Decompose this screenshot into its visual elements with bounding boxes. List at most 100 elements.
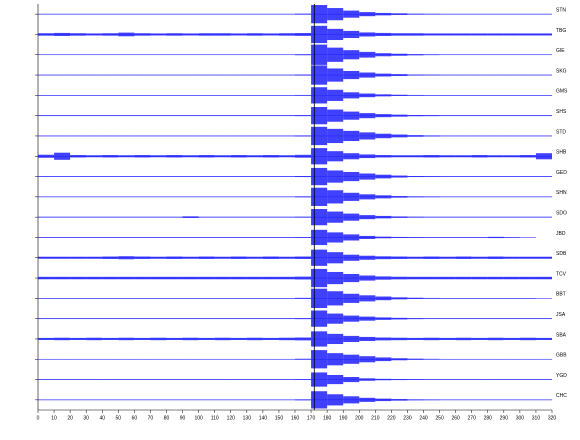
trace-envelope xyxy=(198,74,215,76)
trace-envelope xyxy=(343,293,360,303)
trace-envelope xyxy=(150,298,167,299)
trace-envelope xyxy=(439,95,456,96)
trace-envelope xyxy=(503,399,520,401)
trace-envelope xyxy=(519,237,536,238)
trace-envelope xyxy=(343,192,360,201)
trace-envelope xyxy=(359,356,376,363)
trace-envelope xyxy=(54,95,71,96)
trace-envelope xyxy=(118,74,135,76)
trace-envelope xyxy=(86,135,103,137)
trace-envelope xyxy=(295,297,312,299)
x-tick-label: 300 xyxy=(516,415,525,421)
trace-envelope xyxy=(343,335,360,342)
trace-envelope xyxy=(519,33,536,36)
trace-envelope xyxy=(311,350,328,369)
trace-envelope xyxy=(455,298,472,299)
trace-envelope xyxy=(455,135,472,137)
trace-envelope xyxy=(487,176,504,177)
trace-envelope xyxy=(262,74,279,76)
trace-envelope xyxy=(519,358,536,360)
trace-envelope xyxy=(230,256,247,259)
trace-envelope xyxy=(423,358,440,360)
trace-envelope xyxy=(230,176,247,177)
trace-envelope xyxy=(391,297,408,300)
trace-envelope xyxy=(214,176,231,177)
trace-envelope xyxy=(519,74,536,76)
trace-envelope xyxy=(134,379,151,380)
trace-envelope xyxy=(246,74,263,76)
trace-envelope xyxy=(327,28,344,41)
trace-envelope xyxy=(102,54,119,56)
trace-envelope xyxy=(423,74,440,76)
trace-envelope xyxy=(54,276,71,280)
trace-envelope xyxy=(278,176,295,177)
trace-envelope xyxy=(166,74,183,76)
trace-envelope xyxy=(70,74,87,76)
trace-envelope xyxy=(455,256,472,259)
trace-envelope xyxy=(246,298,263,299)
trace-envelope xyxy=(439,54,456,56)
station-label: SHN xyxy=(556,190,567,196)
trace-envelope xyxy=(391,13,408,15)
trace-envelope xyxy=(70,399,87,401)
trace-envelope xyxy=(198,298,215,299)
trace-envelope xyxy=(246,95,263,96)
trace-envelope xyxy=(455,337,472,341)
trace-envelope xyxy=(311,65,328,85)
trace-envelope xyxy=(359,316,376,321)
trace-envelope xyxy=(150,379,167,380)
trace-envelope xyxy=(503,196,520,198)
trace-envelope xyxy=(70,298,87,299)
trace-envelope xyxy=(118,155,135,158)
trace-envelope xyxy=(327,374,344,385)
trace-envelope xyxy=(214,196,231,198)
trace-envelope xyxy=(246,33,263,36)
trace-envelope xyxy=(439,216,456,218)
trace-envelope xyxy=(118,196,135,198)
trace-envelope xyxy=(38,95,55,96)
trace-envelope xyxy=(439,74,456,76)
trace-envelope xyxy=(86,237,103,238)
x-tick-label: 80 xyxy=(164,415,170,421)
x-tick-label: 190 xyxy=(339,415,348,421)
trace-envelope xyxy=(327,313,344,324)
trace-envelope xyxy=(150,33,167,36)
trace-envelope xyxy=(407,297,424,299)
trace-envelope xyxy=(375,73,392,77)
station-label: STN xyxy=(556,7,566,13)
trace-envelope xyxy=(54,237,71,238)
trace-envelope xyxy=(134,54,151,56)
trace-envelope xyxy=(102,379,119,380)
station-label: GBB xyxy=(556,353,567,359)
trace-envelope xyxy=(503,95,520,96)
trace-envelope xyxy=(134,298,151,299)
trace-envelope xyxy=(455,358,472,360)
trace-envelope xyxy=(519,135,536,137)
trace-envelope xyxy=(262,216,279,218)
trace-envelope xyxy=(278,379,295,380)
trace-envelope xyxy=(295,94,312,96)
trace-envelope xyxy=(359,295,376,302)
trace-envelope xyxy=(246,237,263,238)
trace-envelope xyxy=(246,256,263,259)
trace-envelope xyxy=(423,297,440,299)
trace-envelope xyxy=(455,318,472,320)
trace-envelope xyxy=(230,54,247,56)
trace-envelope xyxy=(102,33,119,36)
trace-envelope xyxy=(519,399,536,401)
trace-envelope xyxy=(359,154,376,159)
trace-envelope xyxy=(455,95,472,96)
trace-envelope xyxy=(230,216,247,218)
trace-envelope xyxy=(311,167,328,186)
trace-envelope xyxy=(134,74,151,76)
trace-envelope xyxy=(343,396,360,404)
trace-envelope xyxy=(70,33,87,36)
trace-envelope xyxy=(278,256,295,259)
trace-envelope xyxy=(471,256,488,259)
trace-envelope xyxy=(230,74,247,76)
trace-envelope xyxy=(327,271,344,285)
trace-envelope xyxy=(150,256,167,259)
trace-envelope xyxy=(503,237,520,238)
trace-envelope xyxy=(102,358,119,360)
trace-envelope xyxy=(70,256,87,259)
